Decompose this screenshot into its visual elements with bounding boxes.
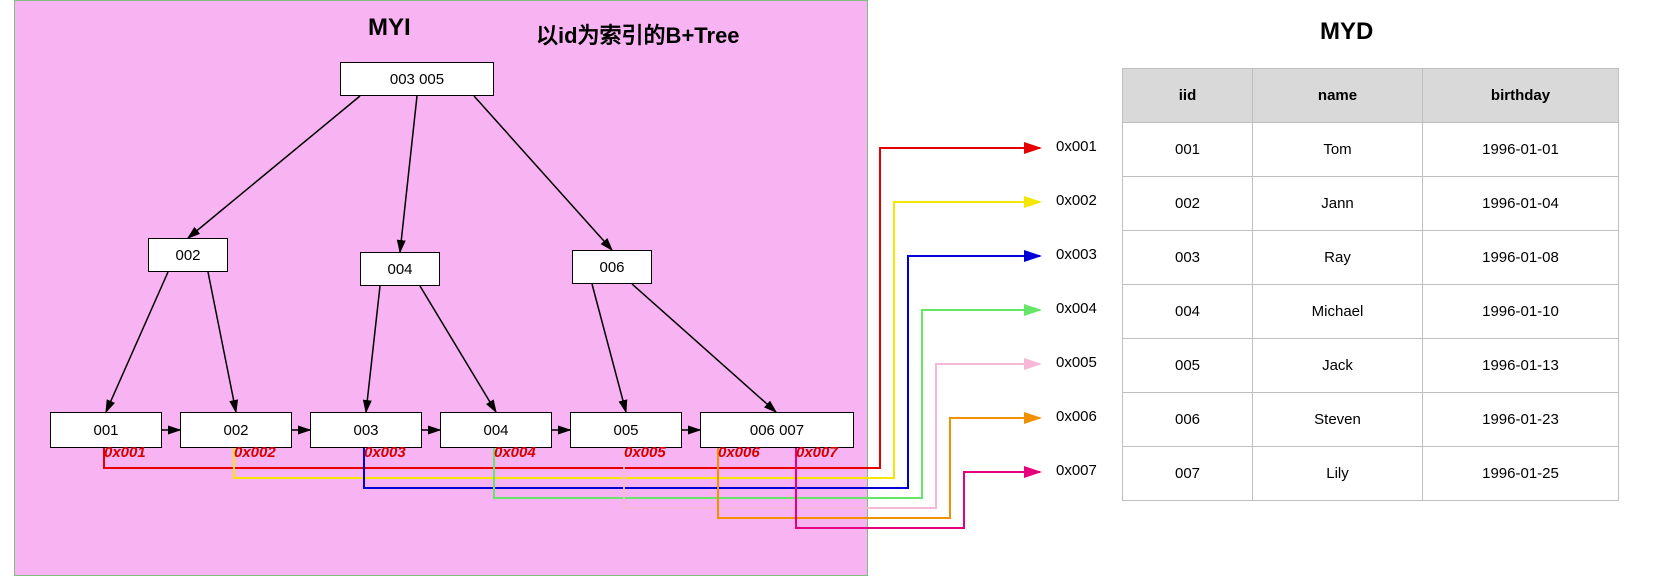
table-row: 004Michael1996-01-10 bbox=[1123, 285, 1619, 339]
leaf-pointer-label: 0x001 bbox=[104, 444, 146, 461]
diagram-stage: MYI以id为索引的B+Tree003 0050020040060010x001… bbox=[0, 0, 1674, 574]
myd-cell: 005 bbox=[1123, 339, 1253, 393]
myd-title: MYD bbox=[1320, 18, 1373, 46]
pointer-arrow-label: 0x007 bbox=[1056, 462, 1097, 479]
myd-col-header: birthday bbox=[1423, 69, 1619, 123]
myd-cell: Michael bbox=[1253, 285, 1423, 339]
table-row: 002Jann1996-01-04 bbox=[1123, 177, 1619, 231]
tree-internal-node: 004 bbox=[360, 252, 440, 286]
myd-cell: 1996-01-01 bbox=[1423, 123, 1619, 177]
myd-cell: 1996-01-04 bbox=[1423, 177, 1619, 231]
leaf-pointer-label: 0x005 bbox=[624, 444, 666, 461]
myd-cell: 1996-01-08 bbox=[1423, 231, 1619, 285]
pointer-arrow-label: 0x005 bbox=[1056, 354, 1097, 371]
leaf-pointer-label: 0x002 bbox=[234, 444, 276, 461]
pointer-arrow-label: 0x001 bbox=[1056, 138, 1097, 155]
tree-leaf-node: 004 bbox=[440, 412, 552, 448]
table-row: 006Steven1996-01-23 bbox=[1123, 393, 1619, 447]
myd-cell: Lily bbox=[1253, 447, 1423, 501]
leaf-pointer-label: 0x003 bbox=[364, 444, 406, 461]
myi-subtitle: 以id为索引的B+Tree bbox=[536, 18, 740, 50]
table-row: 003Ray1996-01-08 bbox=[1123, 231, 1619, 285]
pointer-arrow-label: 0x002 bbox=[1056, 192, 1097, 209]
myd-cell: 1996-01-23 bbox=[1423, 393, 1619, 447]
table-row: 001Tom1996-01-01 bbox=[1123, 123, 1619, 177]
myd-cell: 001 bbox=[1123, 123, 1253, 177]
tree-leaf-node: 003 bbox=[310, 412, 422, 448]
myd-cell: 004 bbox=[1123, 285, 1253, 339]
tree-leaf-node: 005 bbox=[570, 412, 682, 448]
myd-cell: 1996-01-25 bbox=[1423, 447, 1619, 501]
myd-cell: 1996-01-13 bbox=[1423, 339, 1619, 393]
tree-leaf-node: 006 007 bbox=[700, 412, 854, 448]
myd-cell: 1996-01-10 bbox=[1423, 285, 1619, 339]
myd-col-header: name bbox=[1253, 69, 1423, 123]
myd-table: iidnamebirthday001Tom1996-01-01002Jann19… bbox=[1122, 68, 1619, 501]
myd-cell: 003 bbox=[1123, 231, 1253, 285]
myd-col-header: iid bbox=[1123, 69, 1253, 123]
tree-internal-node: 002 bbox=[148, 238, 228, 272]
myd-cell: 002 bbox=[1123, 177, 1253, 231]
table-row: 005Jack1996-01-13 bbox=[1123, 339, 1619, 393]
tree-leaf-node: 002 bbox=[180, 412, 292, 448]
myd-cell: Steven bbox=[1253, 393, 1423, 447]
myd-cell: Tom bbox=[1253, 123, 1423, 177]
tree-leaf-node: 001 bbox=[50, 412, 162, 448]
pointer-arrow-label: 0x004 bbox=[1056, 300, 1097, 317]
leaf-pointer-label: 0x007 bbox=[796, 444, 838, 461]
tree-root-node: 003 005 bbox=[340, 62, 494, 96]
pointer-arrow-label: 0x003 bbox=[1056, 246, 1097, 263]
myi-title: MYI bbox=[368, 14, 411, 42]
myd-cell: Jann bbox=[1253, 177, 1423, 231]
myd-cell: Jack bbox=[1253, 339, 1423, 393]
pointer-arrow-label: 0x006 bbox=[1056, 408, 1097, 425]
leaf-pointer-label: 0x004 bbox=[494, 444, 536, 461]
tree-internal-node: 006 bbox=[572, 250, 652, 284]
table-row: 007Lily1996-01-25 bbox=[1123, 447, 1619, 501]
leaf-pointer-label: 0x006 bbox=[718, 444, 760, 461]
myd-cell: 006 bbox=[1123, 393, 1253, 447]
myd-cell: 007 bbox=[1123, 447, 1253, 501]
myd-cell: Ray bbox=[1253, 231, 1423, 285]
